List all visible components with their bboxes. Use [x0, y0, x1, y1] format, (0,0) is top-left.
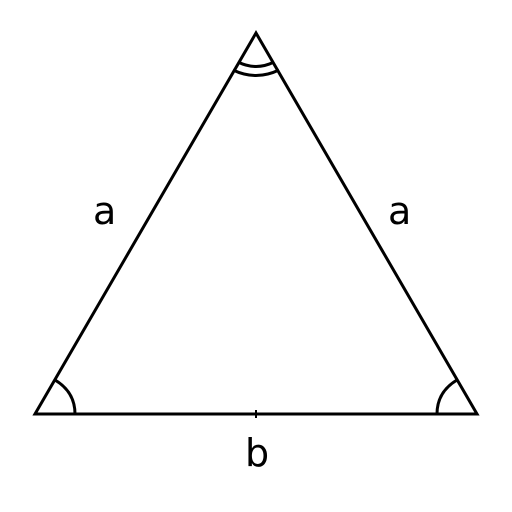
right-side-label: a — [388, 189, 411, 233]
base-label: b — [245, 431, 269, 475]
apex-angle-arc-inner — [237, 60, 275, 68]
base-left-angle-arc — [54, 378, 77, 415]
apex-angle-arc-outer — [232, 68, 280, 77]
left-side-label: a — [93, 189, 116, 233]
base-right-angle-arc — [435, 378, 458, 415]
